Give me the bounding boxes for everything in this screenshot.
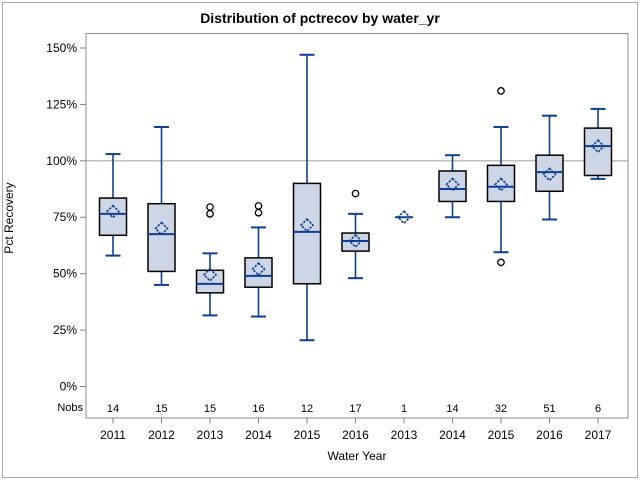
y-tick-label: 125%: [46, 97, 77, 111]
nobs-value: 12: [301, 403, 313, 415]
nobs-value: 6: [595, 403, 601, 415]
nobs-value: 14: [446, 403, 458, 415]
mean-diamond: [445, 177, 460, 192]
nobs-value: 16: [252, 403, 264, 415]
boxplot-group-2011-n14: [98, 153, 128, 257]
mean-diamond: [542, 167, 557, 182]
x-tick-label-year: 2017: [585, 428, 612, 442]
iqr-box: [486, 164, 516, 203]
outlier-point: [497, 258, 505, 267]
nobs-value: 32: [495, 403, 507, 415]
boxplot-group-2014-n14: [438, 154, 467, 219]
nobs-value: 51: [543, 403, 555, 415]
x-tick-label-year: 2013: [197, 428, 224, 442]
mean-diamond: [590, 139, 606, 154]
mean-diamond: [493, 177, 509, 192]
nobs-value: 15: [204, 403, 216, 415]
mean-diamond: [154, 221, 169, 236]
x-axis-label: Water Year: [327, 449, 387, 463]
iqr-box: [292, 182, 322, 285]
mean-diamond: [396, 210, 412, 225]
mean-diamond: [299, 218, 315, 233]
outlier-point: [254, 208, 263, 217]
mean-diamond: [251, 262, 266, 277]
boxplot-group-2017-n6: [583, 107, 613, 180]
x-tick-label-year: 2011: [100, 428, 126, 442]
x-tick-label-year: 2016: [342, 428, 369, 442]
x-tick-label-year: 2013: [391, 428, 418, 442]
x-tick-label-year: 2016: [536, 428, 563, 442]
outlier-point: [351, 189, 360, 198]
iqr-box: [535, 154, 564, 193]
iqr-box: [195, 269, 225, 294]
x-tick-label-year: 2014: [439, 428, 466, 442]
y-tick-label: 0%: [60, 380, 78, 394]
boxplot-group-2012-n15: [147, 125, 176, 286]
plot-area-border: [85, 33, 629, 419]
iqr-box: [438, 170, 467, 203]
x-tick-label-year: 2015: [488, 428, 515, 442]
x-tick-label-year: 2012: [148, 428, 175, 442]
y-tick-label: 50%: [53, 267, 77, 281]
nobs-value: 14: [107, 403, 119, 415]
y-tick-label: 25%: [53, 323, 77, 337]
outlier-point: [206, 210, 214, 218]
x-tick-label-year: 2015: [294, 428, 321, 442]
mean-diamond: [348, 233, 363, 249]
outlier-point: [254, 202, 263, 210]
x-tick-label-year: 2014: [245, 428, 272, 442]
outlier-point: [206, 203, 214, 211]
boxplot-group-2014-n16: [244, 202, 273, 318]
chart-title: Distribution of pctrecov by water_yr: [200, 10, 440, 26]
boxplot-group-2015-n12: [292, 53, 322, 342]
iqr-box: [147, 202, 176, 273]
boxplot-group-2016-n51: [535, 114, 564, 221]
outlier-point: [497, 87, 505, 95]
iqr-box: [341, 232, 370, 252]
boxplot-group-2013-n15: [195, 203, 225, 317]
mean-diamond: [105, 204, 121, 219]
nobs-row-label: Nobs: [57, 402, 83, 414]
y-tick-label: 75%: [53, 210, 77, 224]
nobs-value: 1: [401, 403, 407, 415]
boxplot-group-2015-n32: [486, 87, 516, 267]
boxplot-group-2016-n17: [341, 189, 370, 280]
boxplot-group-2013-n1: [395, 210, 413, 225]
y-tick-label: 150%: [46, 41, 77, 55]
mean-diamond: [202, 267, 218, 282]
nobs-value: 15: [155, 403, 167, 415]
y-tick-label: 100%: [46, 154, 77, 168]
nobs-value: 17: [349, 403, 361, 415]
